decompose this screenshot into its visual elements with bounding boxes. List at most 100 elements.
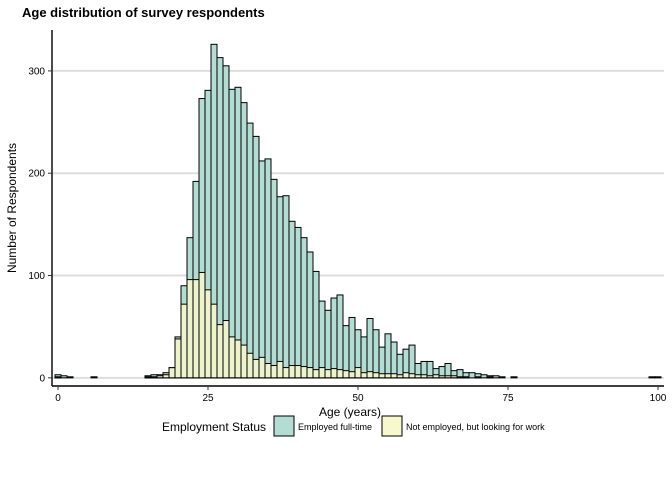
y-tick-label: 300 bbox=[28, 66, 45, 77]
histogram-bar bbox=[204, 289, 212, 379]
histogram-bar bbox=[510, 376, 518, 379]
histogram-bar bbox=[294, 365, 302, 379]
histogram-bar bbox=[246, 352, 254, 379]
histogram-bar bbox=[324, 369, 332, 379]
histogram-bar bbox=[210, 303, 218, 379]
histogram-bar bbox=[330, 297, 338, 379]
histogram-bar bbox=[288, 365, 296, 379]
histogram-bar bbox=[384, 373, 392, 379]
histogram-bar bbox=[360, 336, 368, 379]
histogram-bar bbox=[186, 279, 194, 379]
histogram-bar bbox=[396, 374, 404, 379]
histogram-bar bbox=[162, 374, 170, 379]
histogram-bar bbox=[300, 366, 308, 379]
legend: Employment Status Employed full-time Not… bbox=[162, 415, 545, 437]
histogram-bar bbox=[492, 375, 500, 379]
histogram-bar bbox=[198, 271, 206, 379]
histogram-bar bbox=[378, 346, 386, 379]
histogram-bar bbox=[276, 196, 284, 379]
histogram-bar bbox=[348, 316, 356, 379]
x-axis-title: Age (years) bbox=[319, 405, 381, 419]
legend-swatch-not-employed bbox=[381, 415, 403, 437]
histogram-bar bbox=[174, 338, 182, 379]
histogram-bar bbox=[426, 375, 434, 379]
histogram-bar bbox=[306, 251, 314, 379]
x-tick-label: 50 bbox=[352, 393, 364, 404]
histogram-bar bbox=[474, 376, 482, 379]
x-tick-label: 0 bbox=[55, 393, 61, 404]
histogram-bar bbox=[366, 317, 374, 379]
histogram-bar bbox=[468, 372, 476, 379]
histogram-bar bbox=[294, 226, 302, 379]
histogram-bar bbox=[462, 376, 470, 379]
y-tick-label: 100 bbox=[28, 271, 45, 282]
histogram-bar bbox=[456, 376, 464, 379]
x-tick-label: 25 bbox=[202, 393, 214, 404]
y-tick-label: 0 bbox=[39, 373, 45, 384]
histogram-bar bbox=[330, 368, 338, 379]
histogram-bar bbox=[282, 367, 290, 379]
histogram-bar bbox=[306, 367, 314, 379]
legend-title: Employment Status bbox=[162, 420, 266, 434]
histogram-bar bbox=[654, 376, 662, 379]
histogram-bar bbox=[240, 344, 248, 379]
bars-not-employed bbox=[54, 271, 494, 379]
histogram-bar bbox=[390, 373, 398, 379]
histogram-bar bbox=[414, 374, 422, 379]
y-tick-label: 200 bbox=[28, 169, 45, 180]
histogram-bar bbox=[270, 178, 278, 379]
histogram-bar bbox=[54, 376, 62, 379]
histogram-bar bbox=[336, 369, 344, 379]
y-axis-title: Number of Respondents bbox=[5, 143, 19, 273]
histogram-bar bbox=[222, 320, 230, 379]
histogram-bar bbox=[312, 369, 320, 379]
histogram-bar bbox=[144, 376, 152, 379]
histogram-bar bbox=[450, 375, 458, 379]
histogram-bar bbox=[372, 329, 380, 379]
histogram-bar bbox=[60, 375, 68, 379]
histogram-bar bbox=[216, 324, 224, 379]
legend-label-employed: Employed full-time bbox=[298, 422, 372, 432]
histogram-bar bbox=[354, 367, 362, 379]
histogram-bar bbox=[318, 300, 326, 379]
x-tick-label: 75 bbox=[502, 393, 514, 404]
histogram-bar bbox=[156, 375, 164, 379]
histogram-bar bbox=[486, 376, 494, 379]
histogram-bar bbox=[90, 376, 98, 379]
histogram-bar bbox=[318, 367, 326, 379]
legend-label-not-employed: Not employed, but looking for work bbox=[406, 422, 545, 432]
histogram-bar bbox=[342, 325, 350, 379]
histogram-bar bbox=[150, 376, 158, 379]
histogram-bar bbox=[366, 371, 374, 379]
histogram-bar bbox=[246, 122, 254, 379]
histogram-bar bbox=[342, 370, 350, 379]
histogram-bar bbox=[336, 294, 344, 379]
legend-swatch-employed bbox=[273, 415, 295, 437]
histogram-bar bbox=[234, 339, 242, 379]
histogram-bar bbox=[432, 374, 440, 379]
histogram-bar bbox=[420, 374, 428, 379]
chart-title: Age distribution of survey respondents bbox=[22, 5, 265, 20]
histogram-bar bbox=[408, 373, 416, 379]
histogram-bar bbox=[234, 86, 242, 379]
histogram-bar bbox=[648, 376, 656, 379]
histogram-bar bbox=[402, 372, 410, 379]
histogram-bar bbox=[270, 365, 278, 379]
histogram-bar bbox=[282, 195, 290, 379]
histogram-bar bbox=[258, 356, 266, 379]
histogram-bar bbox=[408, 344, 416, 379]
histogram-bar bbox=[360, 372, 368, 379]
histogram-bar bbox=[390, 341, 398, 379]
histogram-bar bbox=[252, 358, 260, 379]
histogram-bar bbox=[480, 374, 488, 379]
histogram-bar bbox=[66, 376, 74, 379]
histogram-bar bbox=[180, 303, 188, 379]
histogram-bar bbox=[276, 360, 284, 379]
histogram-bar bbox=[384, 333, 392, 379]
histogram-bar bbox=[438, 375, 446, 379]
histogram-bar bbox=[168, 367, 176, 379]
histogram-bar bbox=[300, 237, 308, 379]
histogram-bar bbox=[444, 375, 452, 379]
histogram-bar bbox=[228, 336, 236, 379]
